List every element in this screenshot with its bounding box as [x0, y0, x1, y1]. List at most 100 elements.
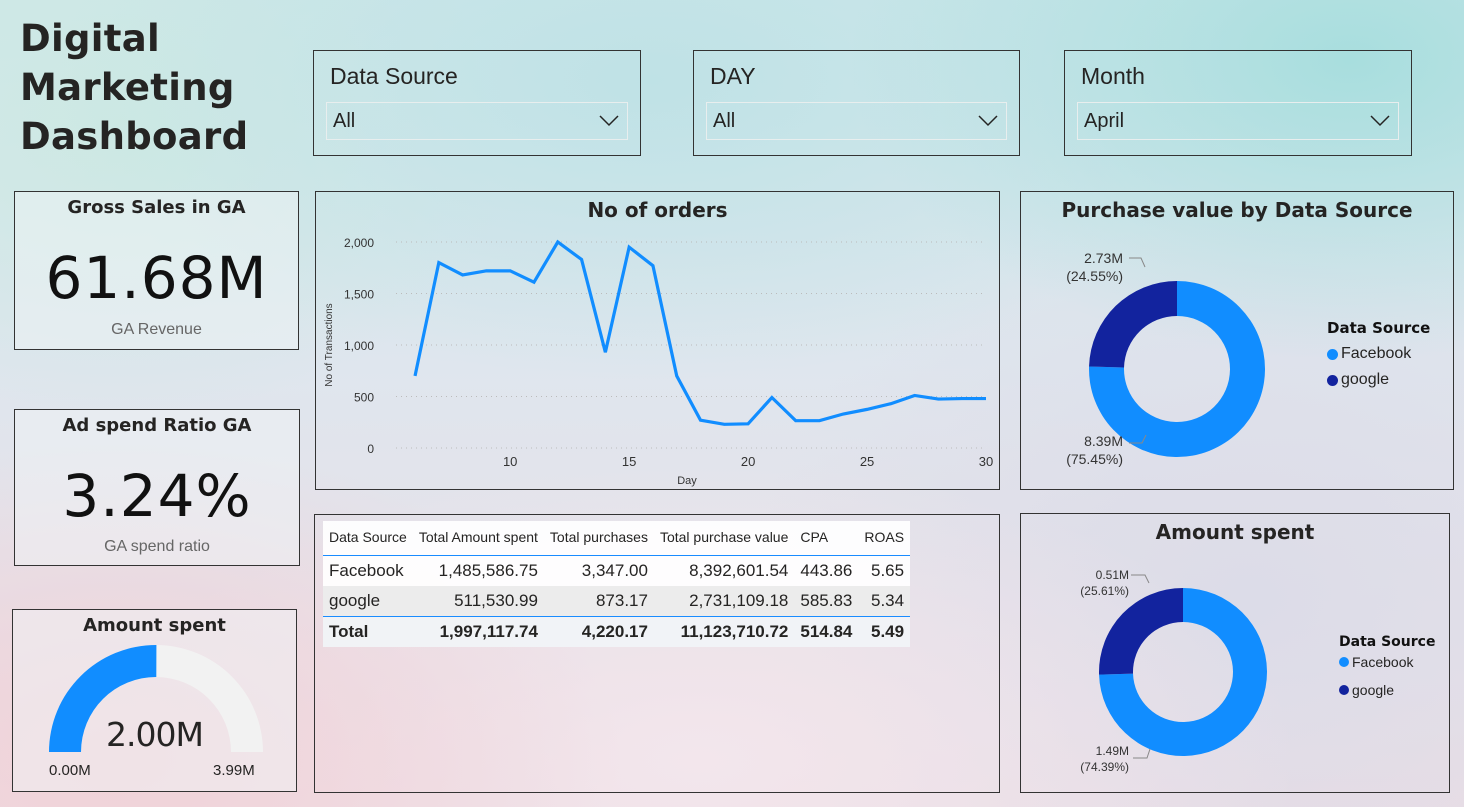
data-point[interactable]	[626, 244, 632, 250]
donut-slice-facebook[interactable]	[1099, 588, 1267, 756]
data-point[interactable]	[864, 406, 870, 412]
data-point[interactable]	[745, 421, 751, 427]
column-header[interactable]: Total purchases	[543, 521, 654, 556]
data-point[interactable]	[698, 417, 704, 423]
data-point[interactable]	[816, 418, 822, 424]
table-cell: Total	[323, 616, 413, 647]
legend-label: google	[1352, 682, 1395, 698]
donut-label-percent: (24.55%)	[1066, 268, 1123, 284]
y-axis-label: No of Transactions	[324, 303, 335, 386]
table-row[interactable]: Facebook 1,485,586.75 3,347.00 8,392,601…	[323, 556, 910, 587]
data-point[interactable]	[793, 418, 799, 424]
table-row[interactable]: google 511,530.99 873.17 2,731,109.18 58…	[323, 586, 911, 617]
data-point[interactable]	[935, 396, 941, 402]
column-header[interactable]: Data Source	[323, 521, 413, 556]
donut-slice-google[interactable]	[1099, 588, 1183, 675]
data-source-dropdown[interactable]: All	[326, 102, 628, 140]
table-cell: 8,392,601.54	[689, 561, 789, 580]
table-cell: 2,731,109.18	[653, 586, 795, 617]
kpi-title: Gross Sales in GA	[67, 197, 246, 218]
legend-title: Data Source	[1327, 319, 1431, 337]
column-header[interactable]: Total purchase value	[653, 521, 795, 556]
data-point[interactable]	[674, 373, 680, 379]
legend: Data Source Facebook google	[1327, 319, 1430, 389]
x-tick-label: 15	[622, 454, 636, 469]
data-point[interactable]	[650, 263, 656, 269]
page-title-line: Dashboard	[20, 115, 249, 158]
kpi-value: 61.68M	[45, 244, 268, 312]
y-tick-label: 1,500	[344, 288, 374, 302]
gauge-fill	[49, 645, 157, 752]
y-tick-label: 2,000	[344, 236, 374, 250]
table-cell: 514.84	[794, 616, 859, 647]
chevron-down-icon[interactable]	[599, 113, 619, 127]
data-point[interactable]	[912, 392, 918, 398]
data-point[interactable]	[436, 260, 442, 266]
donut-label-percent: (25.61%)	[1080, 584, 1129, 598]
table-total-row: Total 1,997,117.74 4,220.17 11,123,710.7…	[323, 616, 911, 647]
data-point[interactable]	[959, 396, 965, 402]
chart-title: No of orders	[587, 198, 728, 222]
slicer-label: DAY	[710, 63, 756, 89]
month-dropdown[interactable]: April	[1077, 102, 1399, 140]
data-point[interactable]	[769, 395, 775, 401]
data-point[interactable]	[555, 239, 561, 245]
chevron-down-icon[interactable]	[978, 113, 998, 127]
gauge-chart	[49, 645, 263, 752]
chart-title: Purchase value by Data Source	[1061, 198, 1413, 222]
legend-item-google[interactable]: google	[1327, 371, 1430, 389]
amount-spent-donut	[1099, 574, 1267, 759]
donut-label-percent: (74.39%)	[1080, 760, 1129, 774]
legend-item-google[interactable]: google	[1339, 682, 1435, 698]
column-header[interactable]: CPA	[794, 521, 859, 556]
table-cell: 5.34	[858, 586, 911, 617]
table-header-row: Data Source Total Amount spent Total pur…	[323, 521, 911, 556]
legend-item-facebook[interactable]: Facebook	[1339, 654, 1435, 670]
day-dropdown[interactable]: All	[706, 102, 1007, 140]
data-point[interactable]	[531, 279, 537, 285]
table-cell: 1,997,117.74	[412, 616, 544, 647]
y-tick-label: 1,000	[344, 339, 374, 353]
column-header[interactable]: Total Amount spent	[412, 521, 544, 556]
table-cell: 585.83	[794, 586, 859, 617]
orders-line-chart: 0 500 1,000 1,500 2,000 10 15 20 25 30 Day No of Tr…	[324, 236, 993, 487]
table-cell: 1,485,586.75	[438, 561, 538, 580]
data-point[interactable]	[412, 373, 418, 379]
legend-dot-icon	[1339, 657, 1349, 667]
gauge-max-label: 3.99M	[213, 762, 255, 779]
leader-line	[1131, 574, 1150, 584]
data-point[interactable]	[602, 349, 608, 355]
data-point[interactable]	[888, 401, 894, 407]
purchase-value-donut-panel: Purchase value by Data Source 2.73M (24.…	[1020, 191, 1454, 490]
x-tick-label: 30	[979, 454, 993, 469]
data-point[interactable]	[460, 272, 466, 278]
leader-line	[1129, 434, 1147, 444]
donut-label-google: 2.73M (24.55%)	[1051, 249, 1123, 285]
data-point[interactable]	[840, 411, 846, 417]
kpi-card-ad-spend-ratio: Ad spend Ratio GA 3.24% GA spend ratio	[14, 409, 300, 566]
slicer-label: Data Source	[330, 63, 458, 89]
y-tick-label: 0	[367, 442, 374, 456]
table-cell: google	[323, 586, 413, 617]
table-cell: 5.65	[870, 561, 905, 580]
gauge-title: Amount spent	[83, 615, 226, 636]
legend-dot-icon	[1327, 374, 1338, 386]
data-point[interactable]	[721, 421, 727, 427]
donut-slice-facebook[interactable]	[1089, 281, 1265, 457]
x-tick-label: 25	[860, 454, 874, 469]
data-point[interactable]	[579, 257, 585, 263]
purchase-value-donut	[1089, 257, 1265, 457]
column-header[interactable]: ROAS	[858, 521, 911, 556]
table-cell: 511,530.99	[412, 586, 544, 617]
data-point[interactable]	[983, 396, 989, 402]
chevron-down-icon[interactable]	[1370, 113, 1390, 127]
table-cell: 3,347.00	[581, 561, 648, 580]
x-tick-label: 20	[741, 454, 755, 469]
data-point[interactable]	[483, 268, 489, 274]
donut-slice-google[interactable]	[1089, 281, 1177, 368]
series-line[interactable]	[413, 239, 986, 426]
page-title-line: Digital	[20, 17, 161, 60]
data-point[interactable]	[507, 268, 513, 274]
legend-item-facebook[interactable]: Facebook	[1327, 345, 1430, 363]
legend-label: Facebook	[1341, 345, 1412, 362]
